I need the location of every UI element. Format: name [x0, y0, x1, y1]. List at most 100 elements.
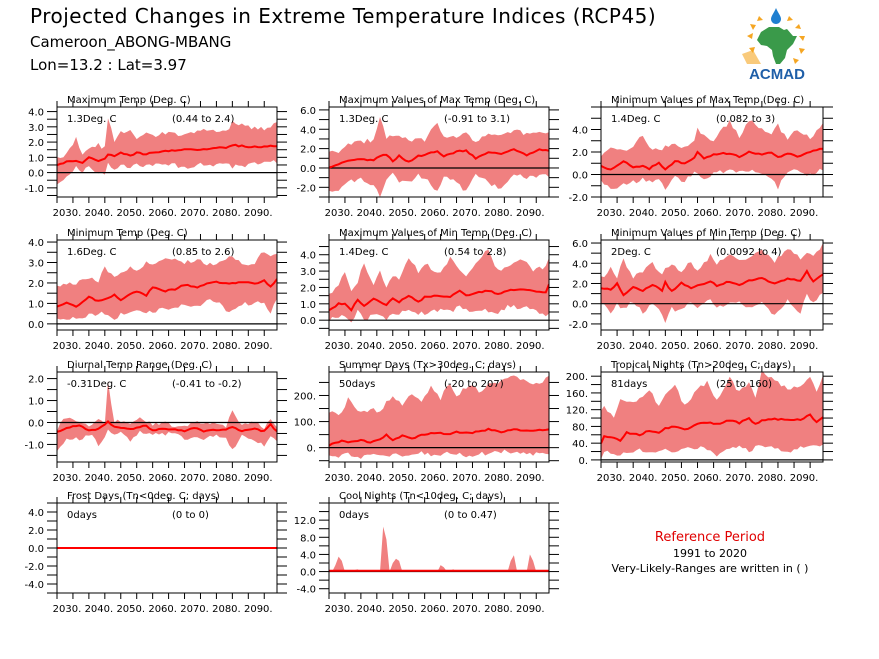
y-tick-label: 120. [566, 406, 588, 417]
y-tick-label: 1.0 [28, 299, 44, 310]
y-tick-label: 12.0 [294, 516, 316, 527]
mean-change-label: 1.4Deg. C [611, 114, 660, 125]
y-tick-label: 0.0 [572, 300, 588, 311]
x-tick-label: 2040. [357, 473, 386, 484]
y-tick-label: -2.0 [296, 183, 316, 194]
y-tick-label: 2.0 [28, 375, 44, 386]
x-tick-label: 2060. [693, 208, 722, 219]
x-tick-label: 2080. [212, 341, 241, 352]
logo-text: ACMAD [749, 66, 805, 82]
mean-change-label: 1.4Deg. C [339, 247, 388, 258]
panel-title: Maximum Values of Max Temp (Deg. C) [339, 95, 535, 106]
x-tick-label: 2040. [357, 341, 386, 352]
y-tick-label: -1.0 [24, 184, 44, 195]
y-tick-label: 0.0 [300, 568, 316, 579]
plot-frame [600, 239, 824, 331]
x-tick-label: 2080. [484, 473, 513, 484]
x-tick-label: 2050. [661, 341, 690, 352]
panel-title: Tropical Nights (Tn>20deg. C; days) [610, 360, 791, 371]
x-tick-label: 2090. [790, 473, 819, 484]
y-tick-label: -1.0 [24, 440, 44, 451]
x-tick-label: 2030. [597, 341, 626, 352]
y-tick-label: -2.0 [568, 320, 588, 331]
x-tick-label: 2060. [148, 604, 177, 615]
x-tick-label: 2080. [758, 473, 787, 484]
x-tick-label: 2060. [420, 604, 449, 615]
y-tick-label: -4.0 [296, 585, 316, 596]
x-tick-label: 2090. [244, 604, 273, 615]
x-tick-label: 2040. [85, 604, 114, 615]
y-tick-label: -2.0 [568, 193, 588, 204]
x-tick-label: 2030. [53, 604, 82, 615]
x-tick-label: 2040. [85, 473, 114, 484]
x-tick-label: 2040. [629, 341, 658, 352]
x-tick-label: 2080. [212, 473, 241, 484]
x-tick-label: 2050. [116, 473, 145, 484]
ensemble-mean-line [57, 278, 277, 308]
panel-tnx: 2030. 2040. 2050. 2060. 2070. 2080. 2090. 0.0 1.… [300, 228, 559, 352]
panel-title: Diurnal Temp Range (Deg. C) [67, 360, 212, 371]
x-tick-label: 2060. [693, 341, 722, 352]
panel-txmean: 2030. 2040. 2050. 2060. 2070. 2080. 2090. -1.0 0… [24, 95, 287, 219]
panel-title: Minimum Values of Min Temp (Deg. C) [611, 228, 801, 239]
y-tick-label: 4.0 [28, 508, 44, 519]
x-tick-label: 2080. [758, 208, 787, 219]
range-band [329, 249, 549, 323]
x-tick-label: 2070. [725, 341, 754, 352]
station-name: Cameroon_ABONG-MBANG [30, 33, 232, 51]
likely-range-label: (-0.41 to -0.2) [172, 379, 242, 390]
y-tick-label: 4.0 [28, 238, 44, 249]
y-tick-label: 4.0 [300, 125, 316, 136]
panel-tr20: 2030. 2040. 2050. 2060. 2070. 2080. 2090. 0. 40.… [566, 360, 833, 484]
likely-range-label: (0.44 to 2.4) [172, 114, 234, 125]
x-tick-label: 2080. [484, 604, 513, 615]
y-tick-label: 0. [306, 444, 316, 455]
x-tick-label: 2090. [244, 341, 273, 352]
x-tick-label: 2060. [420, 208, 449, 219]
ensemble-mean-line [57, 419, 277, 433]
x-tick-label: 2070. [180, 341, 209, 352]
y-tick-label: 2.0 [572, 279, 588, 290]
x-tick-label: 2040. [357, 208, 386, 219]
x-tick-label: 2030. [597, 208, 626, 219]
x-tick-label: 2090. [790, 208, 819, 219]
x-tick-label: 2090. [516, 208, 545, 219]
y-tick-label: 0.0 [300, 316, 316, 327]
y-tick-label: 4.0 [572, 126, 588, 137]
panel-title: Frost Days (Tn<0deg. C; days) [67, 491, 220, 502]
x-tick-label: 2070. [180, 473, 209, 484]
x-tick-label: 2080. [212, 604, 241, 615]
panel-fd: 2030. 2040. 2050. 2060. 2070. 2080. 2090. -4.0 -… [24, 491, 287, 615]
x-tick-label: 2030. [325, 473, 354, 484]
reference-period-label: Reference Period [654, 530, 766, 545]
africa-map-icon: ACMAD [742, 8, 805, 83]
reference-period-years: 1991 to 2020 [672, 547, 748, 560]
x-tick-label: 2050. [116, 604, 145, 615]
likely-range-label: (0.54 to 2.8) [444, 247, 506, 258]
y-tick-label: 4.0 [28, 108, 44, 119]
x-tick-label: 2090. [244, 473, 273, 484]
ensemble-mean-line [57, 143, 277, 167]
y-tick-label: 1.0 [28, 397, 44, 408]
y-tick-label: 0.0 [572, 171, 588, 182]
panel-tnmean: 2030. 2040. 2050. 2060. 2070. 2080. 2090. 0.0 1.… [28, 228, 287, 352]
x-tick-label: 2030. [53, 208, 82, 219]
x-tick-label: 2090. [790, 341, 819, 352]
ranges-note: Very-Likely-Ranges are written in ( ) [611, 562, 809, 575]
panel-txn: 2030. 2040. 2050. 2060. 2070. 2080. 2090. -2.0 0… [568, 95, 833, 219]
x-tick-label: 2050. [388, 341, 417, 352]
y-tick-label: 2.0 [28, 138, 44, 149]
y-tick-label: 4.0 [300, 550, 316, 561]
plot-frame [56, 371, 278, 463]
range-band [57, 252, 277, 320]
y-tick-label: 0.0 [28, 320, 44, 331]
range-band [329, 526, 549, 572]
panel-su30: 2030. 2040. 2050. 2060. 2070. 2080. 2090. 0. 100… [294, 360, 559, 484]
panel-title: Maximum Temp (Deg. C) [67, 95, 191, 106]
panel-tnn: 2030. 2040. 2050. 2060. 2070. 2080. 2090. -2.0 0… [568, 228, 833, 352]
ensemble-mean-line [329, 148, 549, 169]
panel-tn10: 2030. 2040. 2050. 2060. 2070. 2080. 2090. -4.0 0… [294, 491, 559, 615]
plot-frame [56, 106, 278, 198]
y-tick-label: 0.0 [300, 164, 316, 175]
